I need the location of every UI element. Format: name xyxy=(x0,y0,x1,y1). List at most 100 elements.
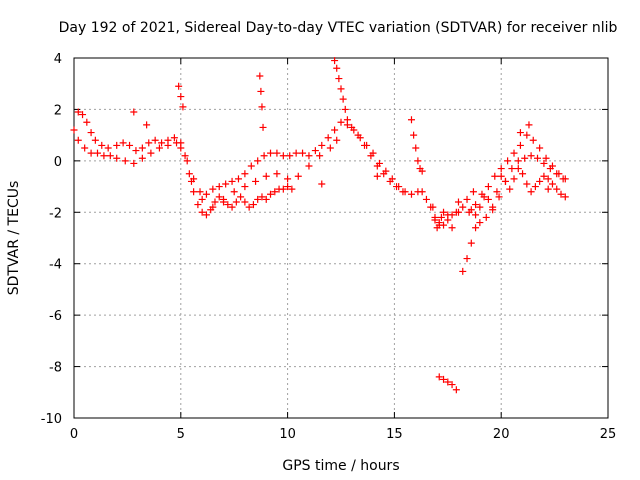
data-point xyxy=(190,188,198,196)
data-point xyxy=(198,195,206,203)
data-point xyxy=(525,121,533,129)
data-point xyxy=(228,203,236,211)
chart-title: Day 192 of 2021, Sidereal Day-to-day VTE… xyxy=(59,20,618,36)
data-point xyxy=(145,139,153,147)
data-point xyxy=(222,180,230,188)
data-point xyxy=(130,159,138,167)
data-point xyxy=(183,157,191,165)
x-tick-label: 10 xyxy=(279,427,296,442)
series-track-i xyxy=(454,165,569,219)
data-point xyxy=(514,157,522,165)
data-point xyxy=(177,93,185,101)
data-point xyxy=(544,175,552,183)
data-point xyxy=(256,72,264,80)
x-tick-label: 20 xyxy=(493,427,510,442)
data-point xyxy=(91,136,99,144)
data-point xyxy=(232,198,240,206)
data-point xyxy=(548,180,556,188)
data-point xyxy=(121,157,129,165)
data-point xyxy=(177,144,185,152)
data-point xyxy=(448,381,456,389)
data-point xyxy=(337,85,345,93)
data-point xyxy=(158,139,166,147)
data-point xyxy=(429,203,437,211)
data-point xyxy=(83,118,91,126)
data-point xyxy=(459,203,467,211)
data-point xyxy=(504,157,512,165)
data-point xyxy=(318,180,326,188)
series-track-b xyxy=(74,118,422,198)
data-point xyxy=(151,136,159,144)
data-point xyxy=(373,162,381,170)
y-tick-label: 4 xyxy=(54,52,62,67)
data-point xyxy=(181,152,189,160)
data-point xyxy=(516,129,524,137)
data-point xyxy=(380,170,388,178)
data-point xyxy=(469,188,477,196)
data-point xyxy=(126,141,134,149)
data-point xyxy=(448,224,456,232)
data-point xyxy=(339,95,347,103)
x-tick-label: 0 xyxy=(70,427,78,442)
data-point xyxy=(354,131,362,139)
data-point xyxy=(273,149,281,157)
data-point xyxy=(482,213,490,221)
data-point xyxy=(440,208,448,216)
data-point xyxy=(299,149,307,157)
data-point xyxy=(463,255,471,263)
series-track-c xyxy=(187,136,341,211)
data-point xyxy=(367,152,375,160)
data-point xyxy=(113,154,121,162)
data-point xyxy=(143,121,151,129)
data-point xyxy=(198,208,206,216)
data-point xyxy=(414,157,422,165)
data-point xyxy=(536,177,544,185)
data-point xyxy=(316,152,324,160)
data-point xyxy=(288,185,296,193)
data-point xyxy=(523,180,531,188)
data-point xyxy=(237,193,245,201)
data-point xyxy=(418,167,426,175)
data-point xyxy=(399,188,407,196)
data-point xyxy=(431,216,439,224)
data-point xyxy=(531,183,539,191)
data-point xyxy=(326,144,334,152)
data-point xyxy=(333,136,341,144)
data-point xyxy=(324,134,332,142)
grid xyxy=(74,58,608,418)
data-point xyxy=(493,188,501,196)
data-point xyxy=(333,64,341,72)
data-point xyxy=(540,172,548,180)
data-point xyxy=(241,170,249,178)
data-point xyxy=(286,152,294,160)
data-point xyxy=(506,185,514,193)
data-point xyxy=(437,213,445,221)
x-axis-label: GPS time / hours xyxy=(282,458,399,474)
y-tick-label: -10 xyxy=(41,412,62,427)
x-tick-label: 5 xyxy=(177,427,185,442)
data-point xyxy=(262,172,270,180)
data-point xyxy=(476,219,484,227)
data-point xyxy=(484,195,492,203)
series-track-a xyxy=(70,108,296,219)
data-point xyxy=(348,123,356,131)
data-point xyxy=(418,188,426,196)
series-track-k xyxy=(465,131,569,216)
data-point xyxy=(519,170,527,178)
data-point xyxy=(331,126,339,134)
data-point xyxy=(147,149,155,157)
data-point xyxy=(241,198,249,206)
data-point xyxy=(459,267,467,275)
series-track-g xyxy=(429,203,456,232)
data-point xyxy=(489,206,497,214)
data-point xyxy=(202,211,210,219)
data-point xyxy=(514,165,522,173)
data-point xyxy=(529,136,537,144)
data-point xyxy=(484,183,492,191)
data-point xyxy=(279,152,287,160)
data-point xyxy=(211,198,219,206)
data-point xyxy=(501,177,509,185)
data-point xyxy=(410,131,418,139)
data-point xyxy=(224,201,232,209)
